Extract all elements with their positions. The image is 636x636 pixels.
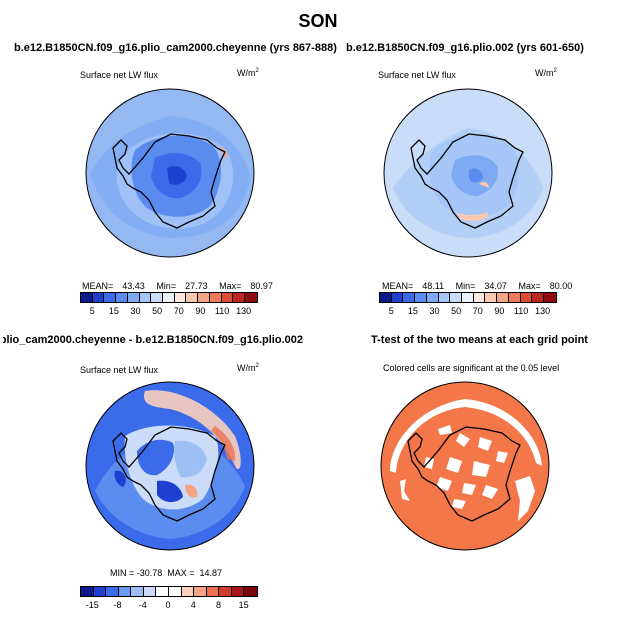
colorbar-swatch <box>391 293 404 302</box>
colorbar-label: -4 <box>138 600 147 610</box>
colorbar-label: 50 <box>152 306 163 316</box>
colorbar-swatch <box>438 293 451 302</box>
panel-1-variable: Surface net LW flux <box>80 70 158 80</box>
colorbar-swatch <box>116 293 128 302</box>
colorbar-label: 110 <box>513 306 529 316</box>
colorbar-swatch <box>415 293 427 302</box>
colorbar-label: 0 <box>165 600 171 610</box>
colorbar-label: 5 <box>388 306 394 316</box>
colorbar-swatch <box>92 293 105 302</box>
colorbar-swatch <box>198 293 210 302</box>
panel-2-variable: Surface net LW flux <box>378 70 456 80</box>
colorbar-label: 30 <box>130 306 141 316</box>
colorbar-label: 5 <box>89 306 95 316</box>
panel-3-colorbar-labels: -15 -8 -4 0 4 8 15 <box>80 600 256 612</box>
colorbar-label: 15 <box>407 306 418 316</box>
colorbar-label: 90 <box>494 306 505 316</box>
colorbar-swatch <box>497 293 509 302</box>
colorbar-swatch <box>127 293 140 302</box>
colorbar-swatch <box>508 293 521 302</box>
panel-4-subtitle: Colored cells are significant at the 0.0… <box>383 363 560 373</box>
panel-3-stats: MIN = -30.78 MAX = 14.87 <box>110 568 223 578</box>
colorbar-swatch <box>143 587 157 596</box>
colorbar-label: 130 <box>535 306 551 316</box>
colorbar-swatch <box>93 587 107 596</box>
colorbar-swatch <box>231 587 245 596</box>
colorbar-swatch <box>106 587 119 596</box>
colorbar-label: 15 <box>108 306 119 316</box>
panel-4-title: T-test of the two means at each grid poi… <box>371 334 588 346</box>
panel-3-units: W/m2 <box>237 363 259 373</box>
colorbar-swatch <box>380 293 392 302</box>
colorbar-swatch <box>174 293 187 302</box>
colorbar-label: 8 <box>215 600 221 610</box>
panel-1-colorbar <box>80 292 258 303</box>
panel-4-significant-cells <box>381 382 549 550</box>
panel-2-units: W/m2 <box>535 68 557 78</box>
panel-2-stats: MEAN= 48.11 Min= 34.07 Max= 80.00 <box>382 281 573 291</box>
colorbar-swatch <box>473 293 486 302</box>
colorbar-label: 30 <box>429 306 440 316</box>
colorbar-swatch <box>81 293 93 302</box>
colorbar-swatch <box>219 587 232 596</box>
colorbar-swatch <box>168 587 182 596</box>
colorbar-swatch <box>139 293 152 302</box>
colorbar-swatch <box>244 587 257 596</box>
colorbar-label: 15 <box>238 600 249 610</box>
panel-2-title: b.e12.B1850CN.f09_g16.plio.002 (yrs 601-… <box>346 42 584 54</box>
colorbar-swatch <box>485 293 498 302</box>
colorbar-label: 4 <box>190 600 196 610</box>
colorbar-swatch <box>245 293 257 302</box>
colorbar-swatch <box>532 293 545 302</box>
colorbar-swatch <box>118 587 132 596</box>
panel-3-colorbar <box>80 586 258 597</box>
panel-3-variable: Surface net LW flux <box>80 365 158 375</box>
colorbar-swatch <box>206 587 220 596</box>
colorbar-swatch <box>163 293 175 302</box>
colorbar-swatch <box>186 293 199 302</box>
colorbar-label: 70 <box>173 306 184 316</box>
colorbar-label: -15 <box>85 600 99 610</box>
colorbar-label: -8 <box>113 600 122 610</box>
panel-2-colorbar-labels: 5 15 30 50 70 90 110 130 <box>379 306 555 318</box>
panel-4-map <box>380 381 550 551</box>
figure-title: SON <box>298 11 338 31</box>
colorbar-label: 110 <box>214 306 230 316</box>
panel-1-colorbar-labels: 5 15 30 50 70 90 110 130 <box>80 306 256 318</box>
panel-1-units: W/m2 <box>237 68 259 78</box>
colorbar-swatch <box>233 293 246 302</box>
colorbar-swatch <box>520 293 533 302</box>
panel-2-map <box>383 88 553 258</box>
colorbar-swatch <box>104 293 117 302</box>
colorbar-swatch <box>462 293 474 302</box>
colorbar-swatch <box>151 293 164 302</box>
panel-3-title: B1850CN.f09_g16.plio_cam2000.cheyenne - … <box>3 334 303 346</box>
colorbar-swatch <box>156 587 169 596</box>
colorbar-swatch <box>209 293 222 302</box>
panel-3-map <box>85 381 255 551</box>
colorbar-label: 70 <box>472 306 483 316</box>
colorbar-label: 130 <box>236 306 252 316</box>
panel-1-title: b.e12.B1850CN.f09_g16.plio_cam2000.cheye… <box>14 42 337 54</box>
colorbar-swatch <box>181 587 195 596</box>
colorbar-swatch <box>131 587 144 596</box>
colorbar-swatch <box>194 587 207 596</box>
colorbar-swatch <box>221 293 234 302</box>
colorbar-swatch <box>403 293 416 302</box>
colorbar-swatch <box>426 293 439 302</box>
panel-1-stats: MEAN= 43.43 Min= 27.73 Max= 80.97 <box>82 281 273 291</box>
panel-1-map <box>85 88 255 258</box>
colorbar-label: 50 <box>451 306 462 316</box>
colorbar-label: 90 <box>195 306 206 316</box>
colorbar-swatch <box>81 587 94 596</box>
panel-2-colorbar <box>379 292 557 303</box>
colorbar-swatch <box>544 293 556 302</box>
colorbar-swatch <box>450 293 463 302</box>
